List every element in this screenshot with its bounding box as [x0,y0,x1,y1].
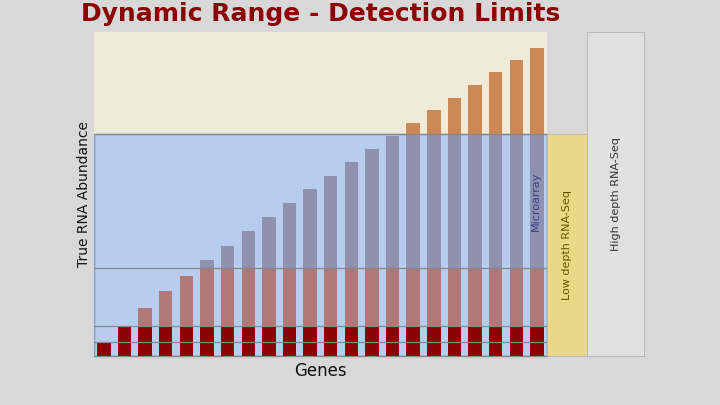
Bar [159,341,173,356]
Bar [468,85,482,134]
Title: Dynamic Range - Detection Limits: Dynamic Range - Detection Limits [81,2,560,26]
Bar [324,269,338,326]
Bar [386,136,400,269]
Bar [365,269,379,326]
Bar [489,134,503,269]
Bar [303,189,317,269]
Bar [530,326,544,356]
Bar [427,341,441,356]
Bar [489,341,503,356]
Bar [241,269,255,326]
Bar [283,326,296,356]
Bar [324,326,338,356]
Bar [283,203,296,269]
Bar [200,260,214,269]
Bar [159,326,173,356]
Bar [448,269,461,326]
Bar [530,48,544,134]
Bar [386,269,400,326]
Bar [200,269,214,326]
Bar [118,326,131,356]
Bar [180,341,193,356]
Bar [138,308,152,326]
Bar [468,341,482,356]
Bar [303,269,317,326]
Bar [365,326,379,356]
Bar [510,60,523,134]
Bar [407,134,420,269]
Bar [407,123,420,134]
Bar [427,269,441,326]
Bar [200,326,214,356]
Bar [510,326,523,356]
Bar [510,134,523,269]
Bar [262,326,276,356]
Bar [530,341,544,356]
Bar [283,341,296,356]
Bar [407,326,420,356]
Bar [221,341,234,356]
Bar [303,341,317,356]
Bar [448,341,461,356]
Bar [241,341,255,356]
Bar [324,341,338,356]
Bar [283,269,296,326]
Bar [118,341,131,356]
Bar [180,276,193,326]
Bar [386,341,400,356]
Bar [468,326,482,356]
Bar [200,341,214,356]
Y-axis label: True RNA Abundance: True RNA Abundance [77,122,91,267]
Bar [345,326,358,356]
Bar [448,326,461,356]
Bar [386,326,400,356]
Bar [489,269,503,326]
Bar [345,162,358,269]
Bar [241,326,255,356]
Bar [345,269,358,326]
Bar [407,341,420,356]
Bar [510,341,523,356]
Bar [97,341,111,356]
Bar [365,149,379,269]
Bar [489,326,503,356]
Bar [138,341,152,356]
Bar [530,134,544,269]
Bar [489,72,503,134]
Bar [427,134,441,269]
Bar [159,292,173,326]
Bar [138,326,152,356]
Bar [365,341,379,356]
Bar [180,326,193,356]
Bar [448,134,461,269]
Bar [241,231,255,269]
Text: Low depth RNA-Seq: Low depth RNA-Seq [562,190,572,301]
Text: Microarray: Microarray [531,172,541,231]
Bar [303,326,317,356]
Bar [262,341,276,356]
Bar [427,326,441,356]
Bar [262,269,276,326]
Bar [427,110,441,134]
Bar [94,134,547,356]
Bar [468,269,482,326]
Bar [510,269,523,326]
Bar [530,269,544,326]
Bar [221,326,234,356]
Bar [262,217,276,269]
Bar [324,175,338,269]
Bar [468,134,482,269]
Bar [345,341,358,356]
Bar [407,269,420,326]
Bar [221,245,234,269]
Bar [448,98,461,134]
X-axis label: Genes: Genes [294,362,347,380]
Bar [97,345,111,356]
Text: High depth RNA-Seq: High depth RNA-Seq [611,137,621,252]
Bar [221,269,234,326]
